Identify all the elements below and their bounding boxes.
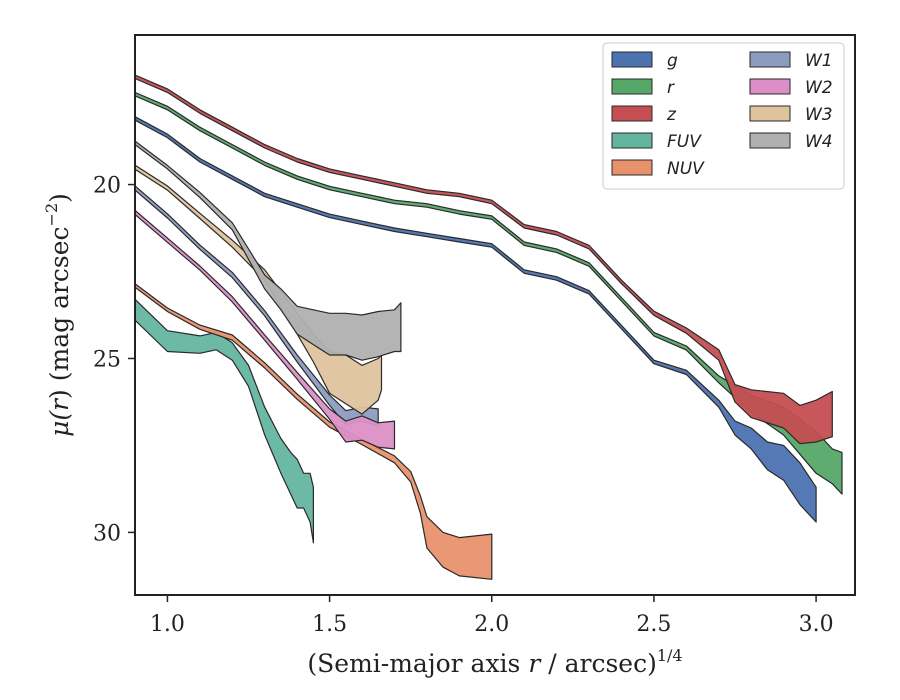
band-r (135, 91, 843, 495)
legend-swatch-NUV (611, 159, 653, 176)
legend-swatch-W4 (749, 132, 791, 149)
legend-swatch-z (611, 105, 653, 122)
legend-swatch-W1 (749, 51, 791, 68)
y-axis-label: μ(r) (mag arcsec−2) (42, 193, 74, 437)
legend-swatch-r (611, 78, 653, 95)
y-tick-label: 25 (93, 347, 121, 372)
x-tick-label: 2.0 (474, 612, 509, 637)
plot-frame (134, 34, 856, 596)
profile-bands (135, 74, 843, 580)
band-g (135, 116, 817, 523)
legend-label-z: z (666, 105, 677, 125)
legend-label-r: r (667, 78, 675, 98)
band-W3 (135, 164, 383, 415)
legend-swatch-W3 (749, 105, 791, 122)
legend-swatch-W2 (749, 78, 791, 95)
legend-label-NUV: NUV (667, 159, 705, 179)
legend: grz FUV NUV W1 W2 W3 W4 (602, 42, 845, 190)
band-W2 (135, 209, 396, 450)
x-tick-label: 3.0 (799, 612, 834, 637)
legend-label-W2: W2 (805, 78, 833, 98)
x-axis-label: (Semi-major axis r / arcsec)1/4 (307, 646, 682, 678)
legend-label-W1: W1 (805, 51, 833, 71)
y-tick-label: 30 (93, 521, 121, 546)
y-tick-label: 20 (93, 174, 121, 199)
legend-swatch-FUV (611, 132, 653, 149)
y-axis-ticks: 20 25 30 (93, 174, 135, 546)
legend-label-g: g (667, 51, 678, 71)
band-NUV (135, 283, 493, 580)
legend-label-FUV: FUV (667, 132, 702, 152)
legend-swatch-g (611, 51, 653, 68)
x-tick-label: 1.0 (150, 612, 185, 637)
x-axis-ticks: 1.0 1.5 2.0 2.5 3.0 (150, 595, 834, 637)
band-W4 (135, 140, 402, 361)
legend-label-W3: W3 (805, 105, 833, 125)
band-FUV (135, 298, 314, 544)
x-tick-label: 2.5 (636, 612, 671, 637)
x-tick-label: 1.5 (312, 612, 347, 637)
legend-label-W4: W4 (805, 132, 833, 152)
band-z (135, 74, 833, 445)
